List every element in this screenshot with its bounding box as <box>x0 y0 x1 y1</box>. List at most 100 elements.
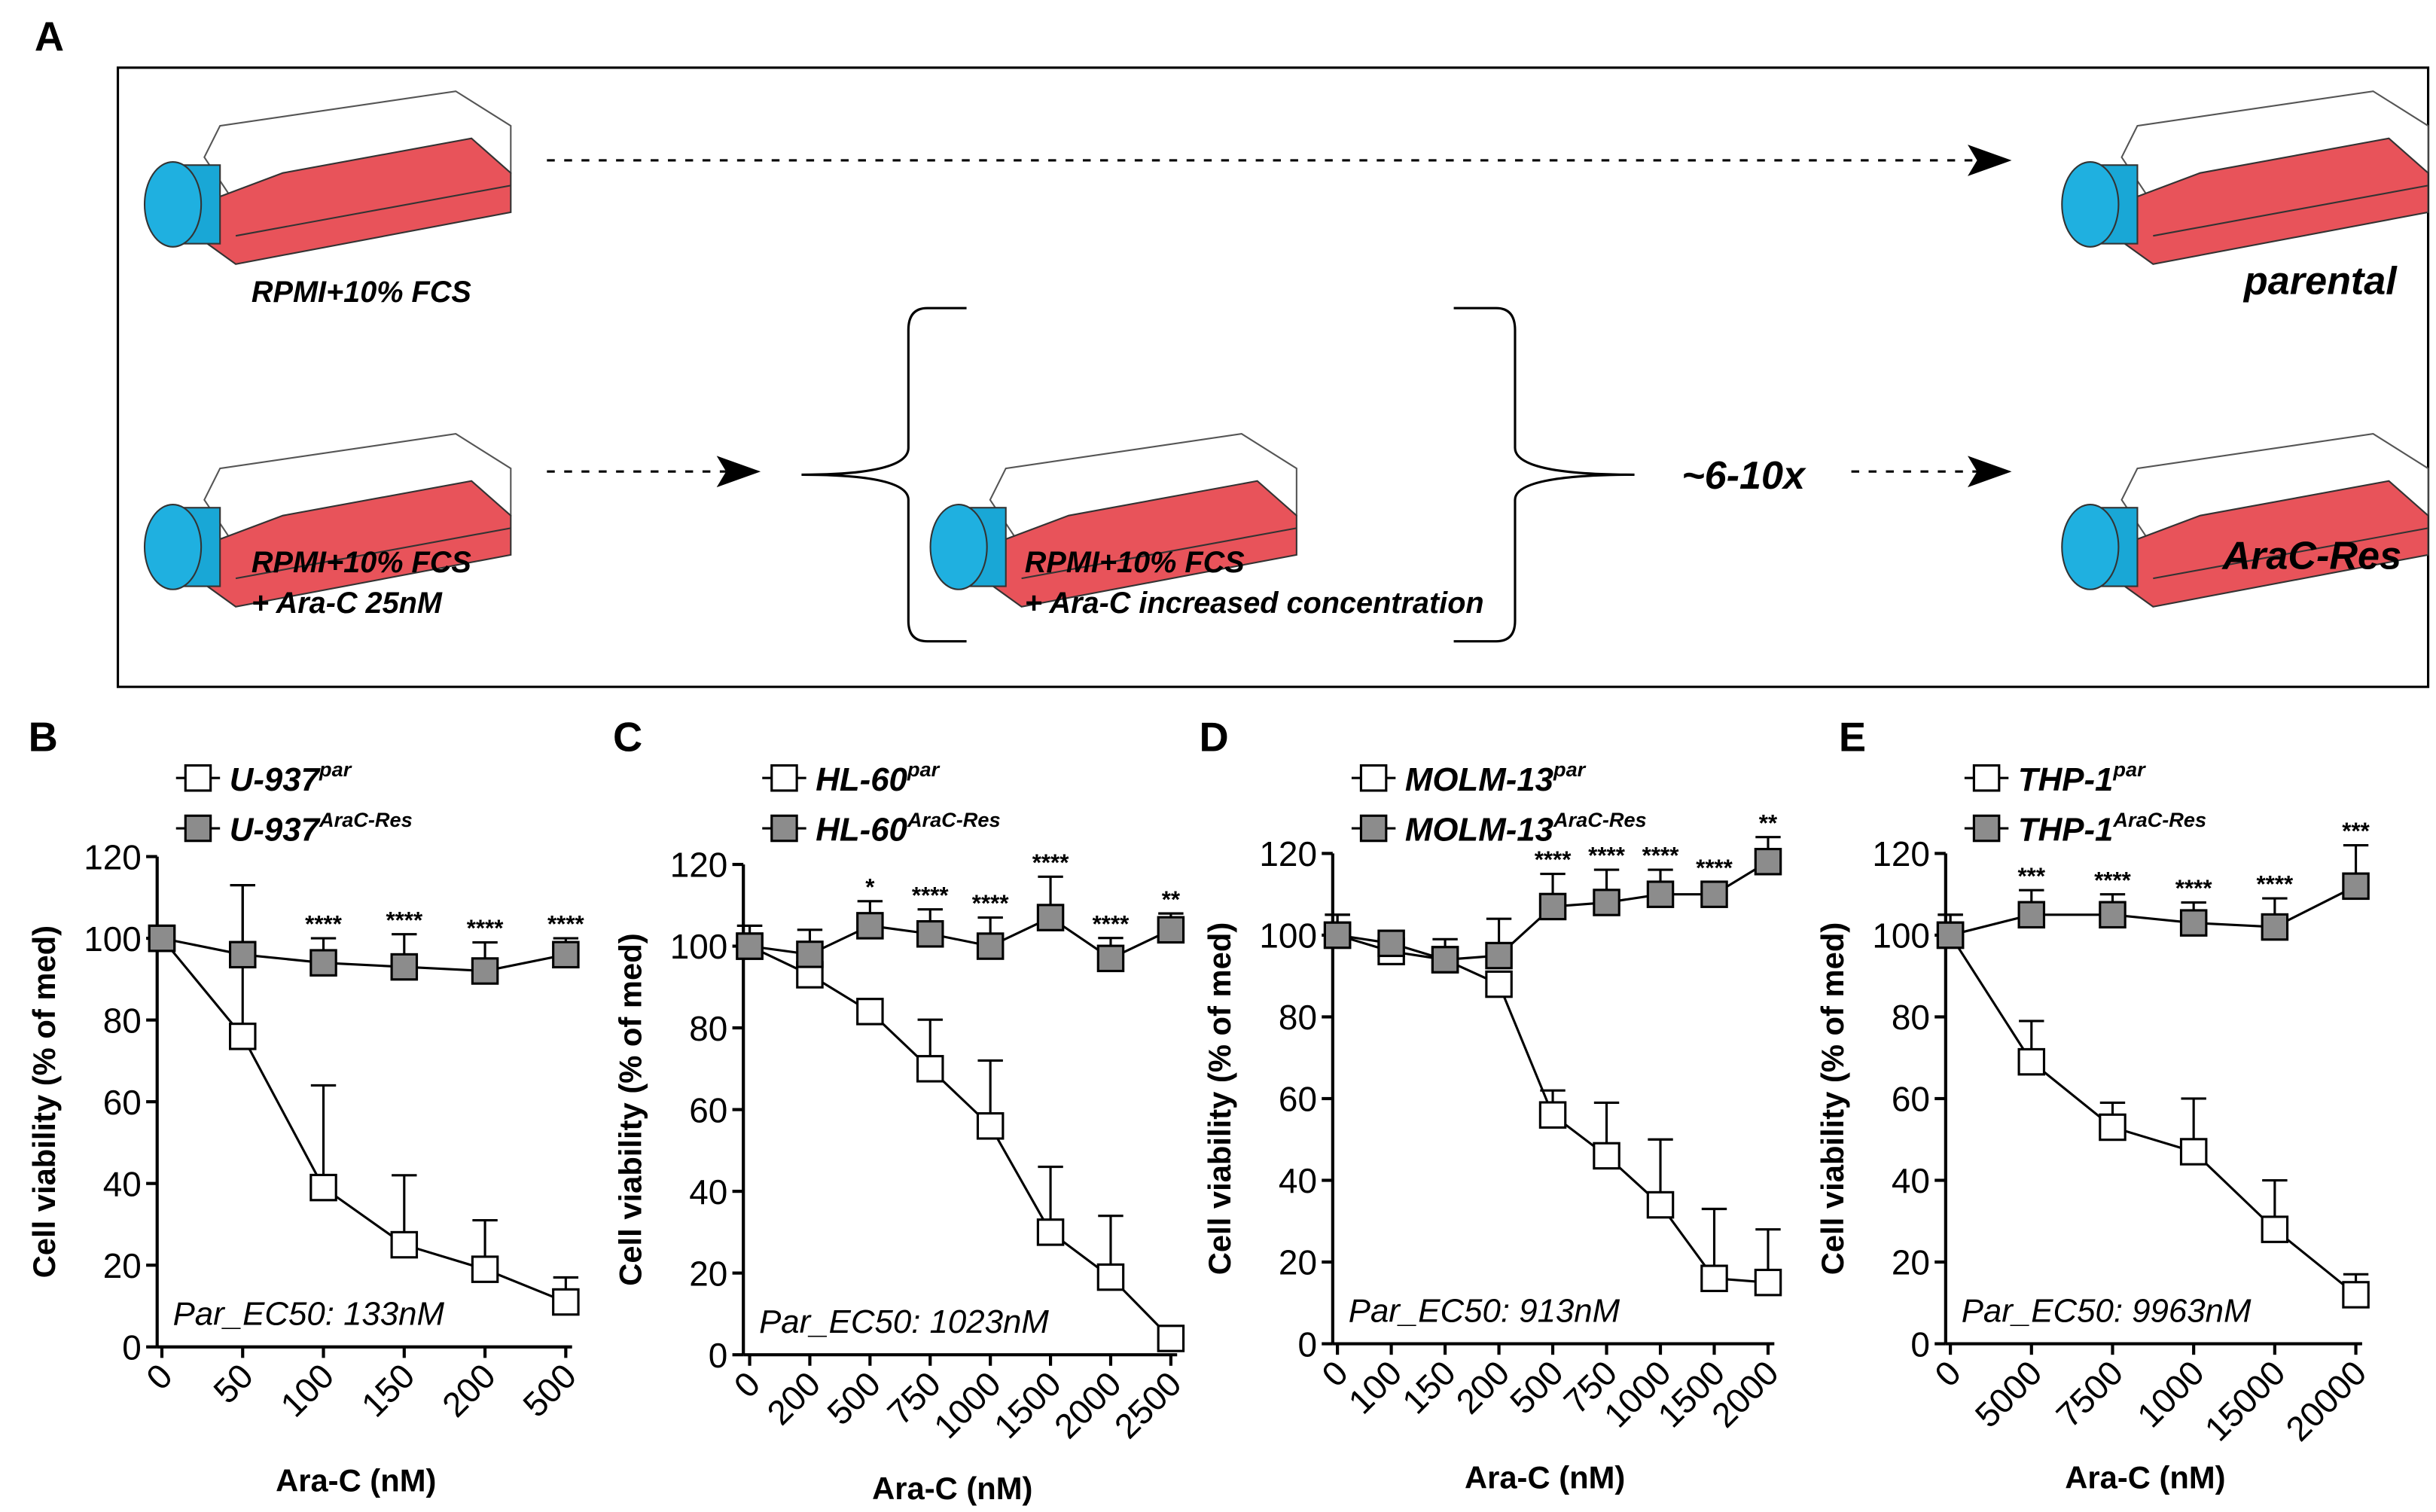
legend-entry: U-937AraC-Res <box>230 808 413 849</box>
marker <box>2342 1281 2370 1309</box>
legend-entry: THP-1AraC-Res <box>2018 808 2206 849</box>
significance: **** <box>1535 846 1572 873</box>
legend-superscript: par <box>2112 758 2146 781</box>
marker <box>736 932 764 960</box>
x-axis-label: Ara-C (nM) <box>1465 1460 1625 1495</box>
flasks <box>143 90 2429 608</box>
y-tick-label: 40 <box>103 1164 142 1203</box>
x-axis-label: Ara-C (nM) <box>276 1463 436 1498</box>
significance: ** <box>1759 809 1778 836</box>
arrows <box>547 159 1977 473</box>
marker <box>1936 921 1965 950</box>
x-tick-label: 20000 <box>2278 1353 2373 1449</box>
y-tick-label: 40 <box>1892 1161 1930 1200</box>
significance: *** <box>2018 863 2046 889</box>
medium-label: RPMI+10% FCS <box>252 546 471 579</box>
legend-superscript: AraC-Res <box>1553 808 1647 831</box>
marker <box>1323 921 1352 950</box>
marker <box>2261 1215 2289 1243</box>
marker <box>1538 1101 1567 1129</box>
marker <box>856 998 884 1026</box>
medium-label: RPMI+10% FCS <box>252 276 471 309</box>
panel-label: B <box>29 715 58 761</box>
marker <box>2099 901 2127 929</box>
flask <box>143 90 512 265</box>
marker <box>1700 880 1728 908</box>
flask-cap <box>143 504 203 590</box>
flask-cap <box>2061 161 2120 248</box>
arrowheads <box>716 145 2012 488</box>
x-tick-label: 100 <box>1340 1353 1409 1422</box>
ec50-note: Par_EC50: 133nM <box>173 1296 445 1333</box>
legend-name: THP-1 <box>2018 812 2114 849</box>
marker <box>2099 1113 2127 1142</box>
marker <box>2342 872 2370 901</box>
series-line <box>1950 885 2357 937</box>
y-tick-label: 20 <box>103 1246 142 1285</box>
marker <box>916 1055 944 1083</box>
panel-label: C <box>613 715 642 761</box>
flask-edge <box>235 184 511 237</box>
significance: **** <box>1642 843 1680 869</box>
legend-superscript: AraC-Res <box>2112 808 2206 831</box>
y-tick-label: 100 <box>1872 916 1930 956</box>
flask <box>929 433 1297 608</box>
x-tick-label: 0 <box>1927 1353 1968 1395</box>
marker <box>1157 1325 1185 1352</box>
legend-marker <box>1972 814 2001 843</box>
marker <box>228 940 257 969</box>
marker <box>1593 889 1620 916</box>
y-tick-label: 120 <box>1259 834 1317 873</box>
flask <box>143 433 512 608</box>
marker <box>1538 892 1567 921</box>
y-tick-label: 100 <box>1259 916 1317 956</box>
flask <box>2061 433 2429 608</box>
significance: **** <box>467 915 505 941</box>
marker <box>1377 929 1405 958</box>
legend-name: HL-60 <box>816 761 907 798</box>
legend-name: U-937 <box>230 812 322 849</box>
x-tick-label: 200 <box>1448 1353 1517 1422</box>
marker <box>1157 916 1185 944</box>
legend-superscript: par <box>319 758 352 781</box>
legend-entry: THP-1par <box>2018 758 2146 798</box>
y-tick-label: 40 <box>1279 1161 1317 1200</box>
marker <box>471 1255 499 1283</box>
y-tick-label: 0 <box>1297 1325 1317 1364</box>
x-tick-label: 1000 <box>926 1364 1008 1446</box>
significance: *** <box>2342 818 2370 844</box>
panel-label: D <box>1199 715 1228 761</box>
marker <box>1646 1190 1675 1219</box>
flask-edge <box>1021 527 1297 580</box>
legend-marker <box>184 764 212 792</box>
legend-name: MOLM-13 <box>1405 761 1553 798</box>
medium-label: + Ara-C increased concentration <box>1025 587 1484 620</box>
x-tick-label: 50 <box>206 1356 261 1411</box>
significance: **** <box>547 911 585 937</box>
flask-edge <box>2153 527 2428 580</box>
flask-edge <box>2153 184 2428 237</box>
y-tick-label: 80 <box>1279 998 1317 1037</box>
legend-marker <box>1359 814 1388 843</box>
marker <box>1096 944 1125 973</box>
marker <box>1754 1268 1782 1297</box>
marker <box>1485 941 1513 970</box>
y-tick-label: 120 <box>670 846 728 885</box>
series-line <box>160 937 566 1303</box>
significance: **** <box>912 882 950 908</box>
marker <box>1036 904 1065 931</box>
marker <box>2179 909 2208 937</box>
marker <box>552 940 580 969</box>
x-axis-label: Ara-C (nM) <box>872 1471 1032 1506</box>
marker <box>148 924 176 953</box>
marker <box>1700 1264 1728 1293</box>
x-tick-label: 0 <box>139 1356 180 1398</box>
marker <box>2179 1138 2208 1166</box>
x-tick-label: 150 <box>1395 1353 1463 1422</box>
marker <box>228 1023 257 1050</box>
legend-marker <box>770 814 798 843</box>
significance: **** <box>2094 867 2132 893</box>
marker <box>796 940 824 968</box>
legend-superscript: par <box>907 758 941 781</box>
marker <box>2017 1047 2046 1076</box>
